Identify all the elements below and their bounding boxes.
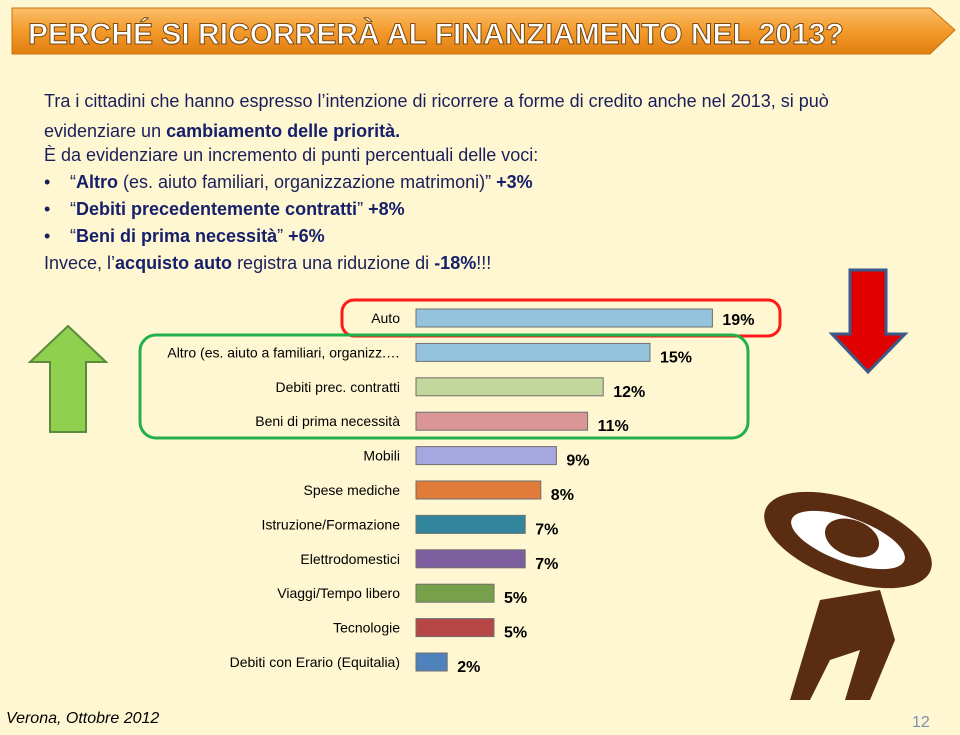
- bar: [415, 411, 589, 431]
- category-label: Mobili: [363, 448, 400, 464]
- category-label: Beni di prima necessità: [255, 413, 400, 429]
- category-label: Istruzione/Formazione: [261, 516, 400, 532]
- text-run: “: [70, 226, 76, 246]
- bar: [415, 652, 448, 672]
- footer: Verona, Ottobre 2012: [6, 710, 160, 727]
- paragraph: È da evidenziare un incremento di punti …: [44, 145, 538, 166]
- text-run: “: [70, 172, 76, 192]
- bullet: “Debiti precedentemente contratti” +8%: [44, 199, 405, 220]
- category-label: Spese mediche: [303, 482, 400, 498]
- text-run: “: [70, 199, 76, 219]
- value-label: 7%: [535, 521, 558, 538]
- bullet: “Altro (es. aiuto familiari, organizzazi…: [44, 172, 533, 193]
- highlight-green: [138, 333, 750, 440]
- text-run: cambiamento delle priorità.: [166, 121, 401, 141]
- text-run: Tra i cittadini che hanno espresso l’int…: [44, 91, 829, 141]
- text-run: ”: [277, 226, 289, 246]
- bar: [415, 583, 495, 603]
- bar: [415, 446, 557, 466]
- text-run: È da evidenziare un incremento di punti …: [44, 145, 539, 165]
- category-label: Debiti con Erario (Equitalia): [230, 654, 400, 670]
- value-label: 5%: [504, 625, 527, 642]
- value-label: 8%: [551, 487, 574, 504]
- category-label: Elettrodomestici: [300, 551, 400, 567]
- bar: [415, 618, 495, 638]
- bar: [415, 342, 651, 362]
- text-run: acquisto auto: [115, 253, 233, 273]
- page-number: 12: [912, 714, 930, 731]
- text-run: (es. aiuto familiari, organizzazione mat…: [118, 172, 497, 192]
- category-label: Debiti prec. contratti: [276, 379, 401, 395]
- text-run: -18%: [434, 253, 477, 273]
- category-label: Auto: [371, 310, 400, 326]
- value-label: 15%: [660, 349, 692, 366]
- slide-title: PERCHÉ SI RICORRERÀ AL FINANZIAMENTO NEL…: [28, 17, 844, 51]
- text-run: +3%: [496, 172, 533, 192]
- text-run: Beni di prima necessità: [76, 226, 278, 246]
- text-run: +8%: [368, 199, 405, 219]
- bar: [415, 308, 713, 328]
- category-label: Altro (es. aiuto a familiari, organizz.…: [167, 344, 400, 360]
- up-arrow: [27, 324, 109, 433]
- bar: [415, 377, 604, 397]
- down-arrow: [828, 268, 909, 375]
- paragraph: Tra i cittadini che hanno espresso l’int…: [44, 86, 924, 146]
- value-label: 11%: [598, 418, 629, 435]
- bar: [415, 549, 526, 569]
- value-label: 9%: [566, 453, 589, 470]
- value-label: 19%: [722, 312, 754, 329]
- sombrero-figure: [764, 491, 932, 700]
- paragraph: Invece, l’acquisto auto registra una rid…: [44, 253, 491, 274]
- text-run: Debiti precedentemente contratti: [76, 199, 358, 219]
- title-banner: [11, 7, 956, 55]
- value-label: 2%: [457, 659, 480, 676]
- text-run: registra una riduzione di: [232, 253, 435, 273]
- value-label: 5%: [504, 590, 527, 607]
- text-run: Altro: [76, 172, 118, 192]
- category-label: Tecnologie: [333, 620, 400, 636]
- bar: [415, 514, 526, 534]
- category-label: Viaggi/Tempo libero: [277, 585, 400, 601]
- value-label: 7%: [535, 556, 558, 573]
- text-run: !!!: [476, 253, 492, 273]
- text-run: ”: [357, 199, 369, 219]
- bullet: “Beni di prima necessità” +6%: [44, 226, 325, 247]
- text-run: +6%: [288, 226, 325, 246]
- bar: [415, 480, 542, 500]
- value-label: 12%: [613, 384, 645, 401]
- text-run: Invece, l’: [44, 253, 116, 273]
